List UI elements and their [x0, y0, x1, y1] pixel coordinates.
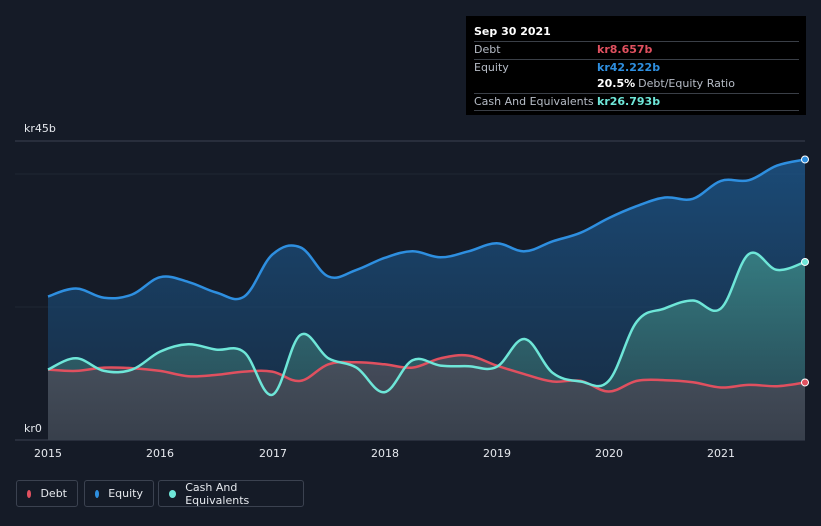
tooltip-debt-label: Debt — [474, 43, 501, 56]
x-tick-label: 2020 — [595, 447, 623, 460]
tooltip-equity-label: Equity — [474, 60, 509, 74]
tooltip-panel: Sep 30 2021 Debt kr8.657b Equity kr42.22… — [466, 16, 806, 115]
equity-line — [47, 158, 806, 301]
legend-debt-label: Debt — [40, 487, 67, 500]
legend-item-cash[interactable]: Cash And Equivalents — [158, 480, 304, 507]
x-tick-label: 2015 — [34, 447, 62, 460]
x-tick-label: 2017 — [259, 447, 287, 460]
debt-legend-dot-icon — [27, 489, 32, 498]
legend-item-debt[interactable]: Debt — [16, 480, 78, 507]
legend-cash-label: Cash And Equivalents — [185, 480, 250, 507]
x-tick-label: 2021 — [707, 447, 735, 460]
end-markers — [801, 155, 809, 387]
tooltip-debt-value: kr8.657b — [597, 43, 653, 56]
debt-area — [48, 355, 805, 440]
y-tick-label-top: kr45b — [24, 122, 56, 135]
equity-end-point — [801, 155, 809, 164]
y-tick-label-bottom: kr0 — [24, 422, 42, 435]
tooltip-ratio-spacer — [474, 76, 597, 93]
tooltip-ratio-label: Debt/Equity Ratio — [638, 77, 735, 90]
x-tick-label: 2018 — [371, 447, 399, 460]
tooltip-cash-value: kr26.793b — [597, 94, 661, 108]
tooltip-row-equity: Equity kr42.222b — [474, 58, 799, 77]
x-tick-label: 2016 — [146, 447, 174, 460]
legend-equity-label: Equity — [108, 487, 143, 500]
cash-legend-dot-icon — [169, 489, 177, 498]
x-tick-label: 2019 — [483, 447, 511, 460]
legend-item-equity[interactable]: Equity — [84, 480, 154, 507]
equity-legend-dot-icon — [95, 489, 100, 498]
debt-end-point — [801, 378, 809, 387]
debt-line — [47, 353, 806, 393]
tooltip-date: Sep 30 2021 — [474, 25, 551, 38]
tooltip-row-debt: Debt kr8.657b — [474, 41, 799, 59]
tooltip-cash-label: Cash And Equivalents — [474, 94, 594, 108]
cash-line — [47, 251, 806, 397]
tooltip-equity-value: kr42.222b — [597, 60, 661, 74]
tooltip-row-ratio: 20.5% Debt/Equity Ratio — [474, 76, 799, 93]
tooltip-row-cash: Cash And Equivalents kr26.793b — [474, 92, 799, 111]
cash-end-point — [801, 257, 809, 266]
tooltip-ratio-value: 20.5% — [597, 77, 636, 90]
